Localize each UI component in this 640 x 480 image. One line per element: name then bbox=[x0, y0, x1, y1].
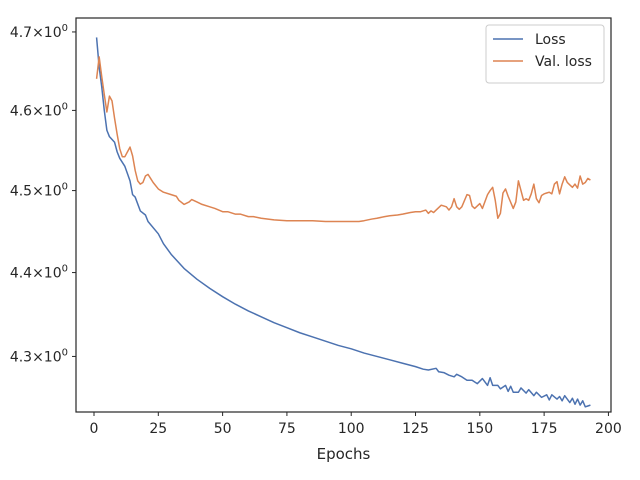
x-tick-label: 200 bbox=[595, 421, 622, 437]
y-tick-label: 4.3×100 bbox=[10, 347, 68, 365]
x-tick-label: 150 bbox=[466, 421, 493, 437]
y-tick-label: 4.7×100 bbox=[10, 23, 68, 41]
series-line-loss bbox=[95, 37, 591, 408]
x-tick-label: 75 bbox=[278, 421, 296, 437]
legend-label: Val. loss bbox=[535, 54, 592, 70]
x-tick-label: 125 bbox=[402, 421, 429, 437]
y-tick-label: 4.6×100 bbox=[10, 101, 68, 119]
legend-label: Loss bbox=[535, 32, 566, 48]
x-axis-label: Epochs bbox=[317, 445, 371, 463]
x-tick-label: 50 bbox=[214, 421, 232, 437]
plot-frame bbox=[75, 17, 612, 413]
y-tick-label: 4.5×100 bbox=[10, 182, 68, 200]
plot-lines bbox=[95, 37, 591, 408]
x-tick-label: 100 bbox=[338, 421, 365, 437]
y-axis-ticks: 4.3×100 4.4×100 4.5×100 4.6×100 4.7×100 bbox=[10, 23, 76, 365]
legend: Loss Val. loss bbox=[485, 24, 605, 84]
x-tick-label: 25 bbox=[149, 421, 167, 437]
y-tick-label: 4.4×100 bbox=[10, 264, 68, 282]
x-axis-ticks: 0 25 50 75 100 125 150 175 200 bbox=[90, 412, 622, 437]
x-tick-label: 175 bbox=[531, 421, 558, 437]
x-tick-label: 0 bbox=[90, 421, 99, 437]
series-line-val-loss bbox=[95, 56, 591, 223]
